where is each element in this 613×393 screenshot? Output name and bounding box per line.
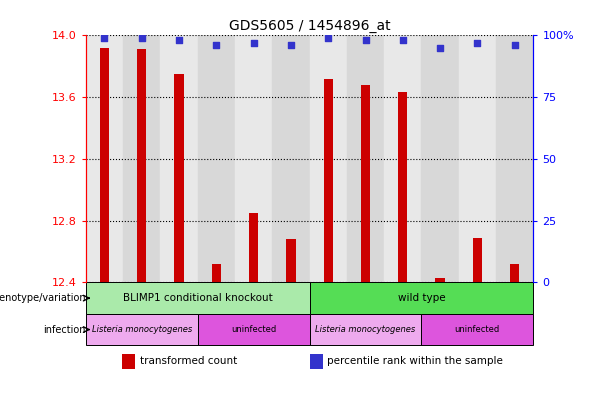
Text: BLIMP1 conditional knockout: BLIMP1 conditional knockout [123, 293, 273, 303]
Point [473, 40, 482, 46]
Bar [161, 35, 197, 283]
Text: percentile rank within the sample: percentile rank within the sample [327, 356, 503, 366]
Text: wild type: wild type [398, 293, 445, 303]
Point [435, 44, 445, 51]
Bar [421, 35, 459, 283]
Point [360, 37, 370, 44]
Bar [86, 35, 123, 283]
Text: Listeria monocytogenes: Listeria monocytogenes [315, 325, 416, 334]
Bar [510, 264, 519, 283]
Point [323, 35, 333, 41]
Bar [211, 264, 221, 283]
Text: uninfected: uninfected [455, 325, 500, 334]
Bar [384, 35, 421, 283]
Bar [459, 35, 496, 283]
Point [99, 35, 109, 41]
Text: Listeria monocytogenes: Listeria monocytogenes [91, 325, 192, 334]
Bar [310, 283, 533, 314]
Bar [86, 314, 197, 345]
Bar [197, 314, 310, 345]
Bar [123, 35, 161, 283]
Bar [100, 48, 109, 283]
Bar [310, 35, 347, 283]
Point [398, 37, 408, 44]
Text: genotype/variation: genotype/variation [0, 293, 86, 303]
Point [211, 42, 221, 48]
Point [510, 42, 520, 48]
Bar [361, 85, 370, 283]
Text: transformed count: transformed count [140, 356, 237, 366]
Bar [473, 238, 482, 283]
Title: GDS5605 / 1454896_at: GDS5605 / 1454896_at [229, 19, 390, 33]
Bar [137, 49, 147, 283]
Point [286, 42, 296, 48]
Bar [174, 74, 184, 283]
Point [137, 35, 147, 41]
Bar [197, 35, 235, 283]
Text: uninfected: uninfected [231, 325, 276, 334]
Point [174, 37, 184, 44]
Bar [235, 35, 272, 283]
Bar [86, 283, 310, 314]
Bar [398, 92, 408, 283]
Bar [310, 354, 323, 369]
Bar [121, 354, 135, 369]
Bar [272, 35, 310, 283]
Bar [249, 213, 258, 283]
Bar [496, 35, 533, 283]
Bar [347, 35, 384, 283]
Text: infection: infection [44, 325, 86, 334]
Bar [310, 314, 421, 345]
Bar [324, 79, 333, 283]
Bar [421, 314, 533, 345]
Point [249, 40, 259, 46]
Bar [435, 278, 445, 283]
Bar [286, 239, 295, 283]
